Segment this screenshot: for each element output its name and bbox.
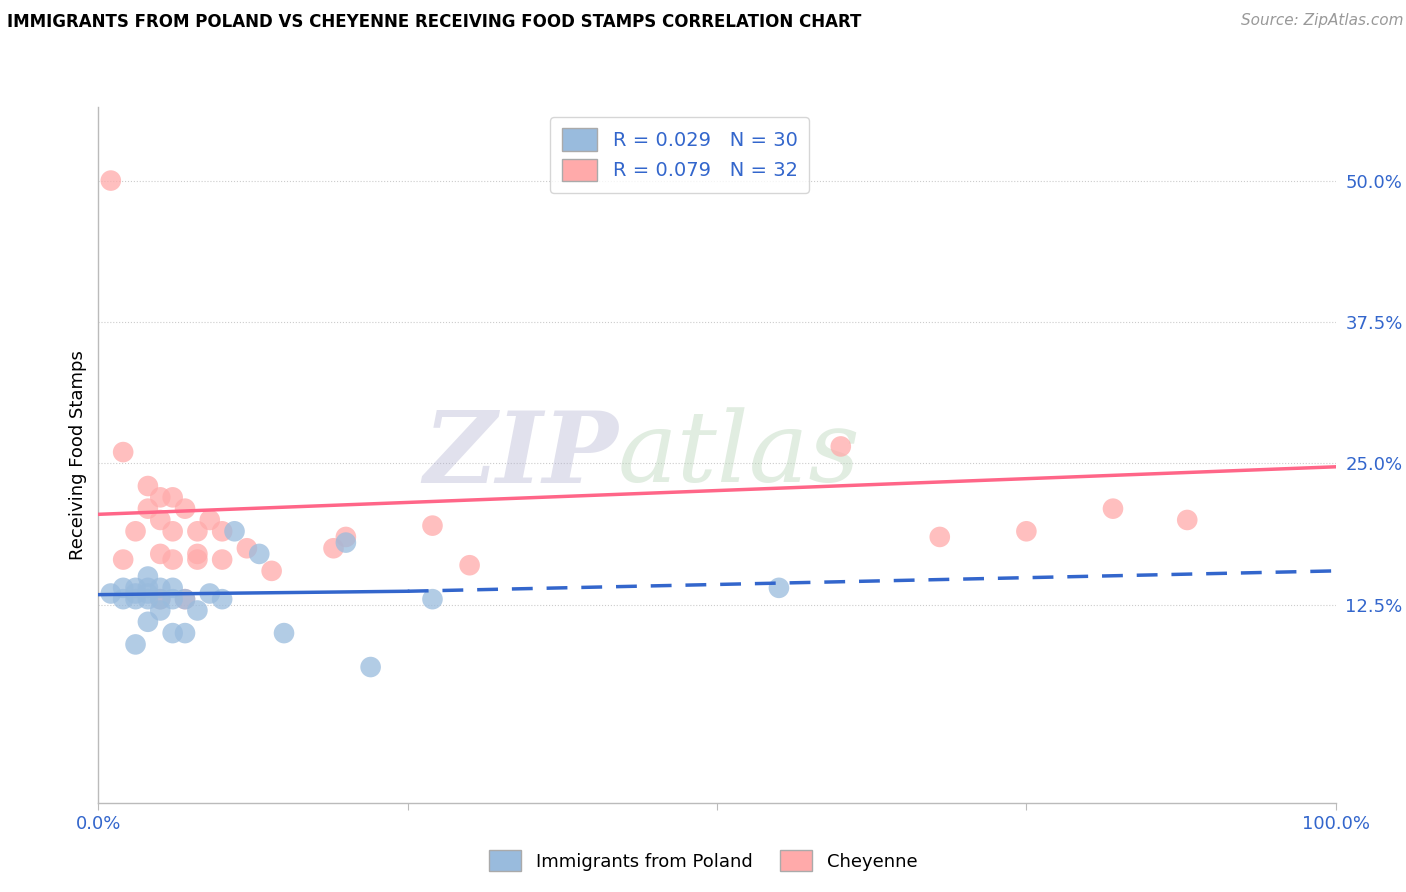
Point bbox=[830, 439, 852, 453]
Point bbox=[236, 541, 259, 556]
Point bbox=[112, 445, 135, 459]
Point bbox=[458, 558, 481, 573]
Point bbox=[211, 592, 233, 607]
Point bbox=[174, 501, 197, 516]
Point bbox=[224, 524, 246, 539]
Point bbox=[360, 660, 382, 674]
Point bbox=[100, 586, 122, 600]
Point bbox=[174, 592, 197, 607]
Point bbox=[112, 552, 135, 566]
Point bbox=[174, 592, 197, 607]
Point bbox=[186, 552, 208, 566]
Point bbox=[149, 547, 172, 561]
Point bbox=[149, 592, 172, 607]
Point bbox=[136, 479, 159, 493]
Point bbox=[422, 592, 444, 607]
Point bbox=[928, 530, 950, 544]
Legend: R = 0.029   N = 30, R = 0.079   N = 32: R = 0.029 N = 30, R = 0.079 N = 32 bbox=[551, 117, 810, 193]
Text: atlas: atlas bbox=[619, 408, 860, 502]
Point bbox=[1175, 513, 1198, 527]
Point bbox=[1102, 501, 1125, 516]
Point bbox=[149, 491, 172, 505]
Point bbox=[198, 586, 221, 600]
Legend: Immigrants from Poland, Cheyenne: Immigrants from Poland, Cheyenne bbox=[482, 843, 924, 879]
Point bbox=[174, 626, 197, 640]
Point bbox=[112, 581, 135, 595]
Y-axis label: Receiving Food Stamps: Receiving Food Stamps bbox=[69, 350, 87, 560]
Point bbox=[124, 586, 146, 600]
Point bbox=[136, 501, 159, 516]
Point bbox=[162, 552, 184, 566]
Point bbox=[149, 581, 172, 595]
Point bbox=[149, 592, 172, 607]
Point bbox=[335, 530, 357, 544]
Point bbox=[112, 592, 135, 607]
Point bbox=[211, 524, 233, 539]
Point bbox=[335, 535, 357, 549]
Point bbox=[186, 524, 208, 539]
Point bbox=[136, 592, 159, 607]
Point bbox=[124, 581, 146, 595]
Point bbox=[136, 586, 159, 600]
Point bbox=[162, 626, 184, 640]
Point bbox=[422, 518, 444, 533]
Point bbox=[260, 564, 283, 578]
Point bbox=[198, 513, 221, 527]
Point bbox=[100, 173, 122, 187]
Point bbox=[162, 491, 184, 505]
Point bbox=[149, 603, 172, 617]
Point bbox=[149, 513, 172, 527]
Point bbox=[136, 569, 159, 583]
Point bbox=[211, 552, 233, 566]
Point bbox=[322, 541, 344, 556]
Point bbox=[247, 547, 270, 561]
Point bbox=[186, 603, 208, 617]
Point bbox=[136, 581, 159, 595]
Point bbox=[1015, 524, 1038, 539]
Point bbox=[124, 524, 146, 539]
Point bbox=[124, 592, 146, 607]
Text: IMMIGRANTS FROM POLAND VS CHEYENNE RECEIVING FOOD STAMPS CORRELATION CHART: IMMIGRANTS FROM POLAND VS CHEYENNE RECEI… bbox=[7, 13, 862, 31]
Point bbox=[162, 524, 184, 539]
Point bbox=[162, 592, 184, 607]
Text: ZIP: ZIP bbox=[423, 407, 619, 503]
Point bbox=[124, 637, 146, 651]
Point bbox=[768, 581, 790, 595]
Point bbox=[273, 626, 295, 640]
Point bbox=[186, 547, 208, 561]
Point bbox=[136, 615, 159, 629]
Text: Source: ZipAtlas.com: Source: ZipAtlas.com bbox=[1240, 13, 1403, 29]
Point bbox=[162, 581, 184, 595]
